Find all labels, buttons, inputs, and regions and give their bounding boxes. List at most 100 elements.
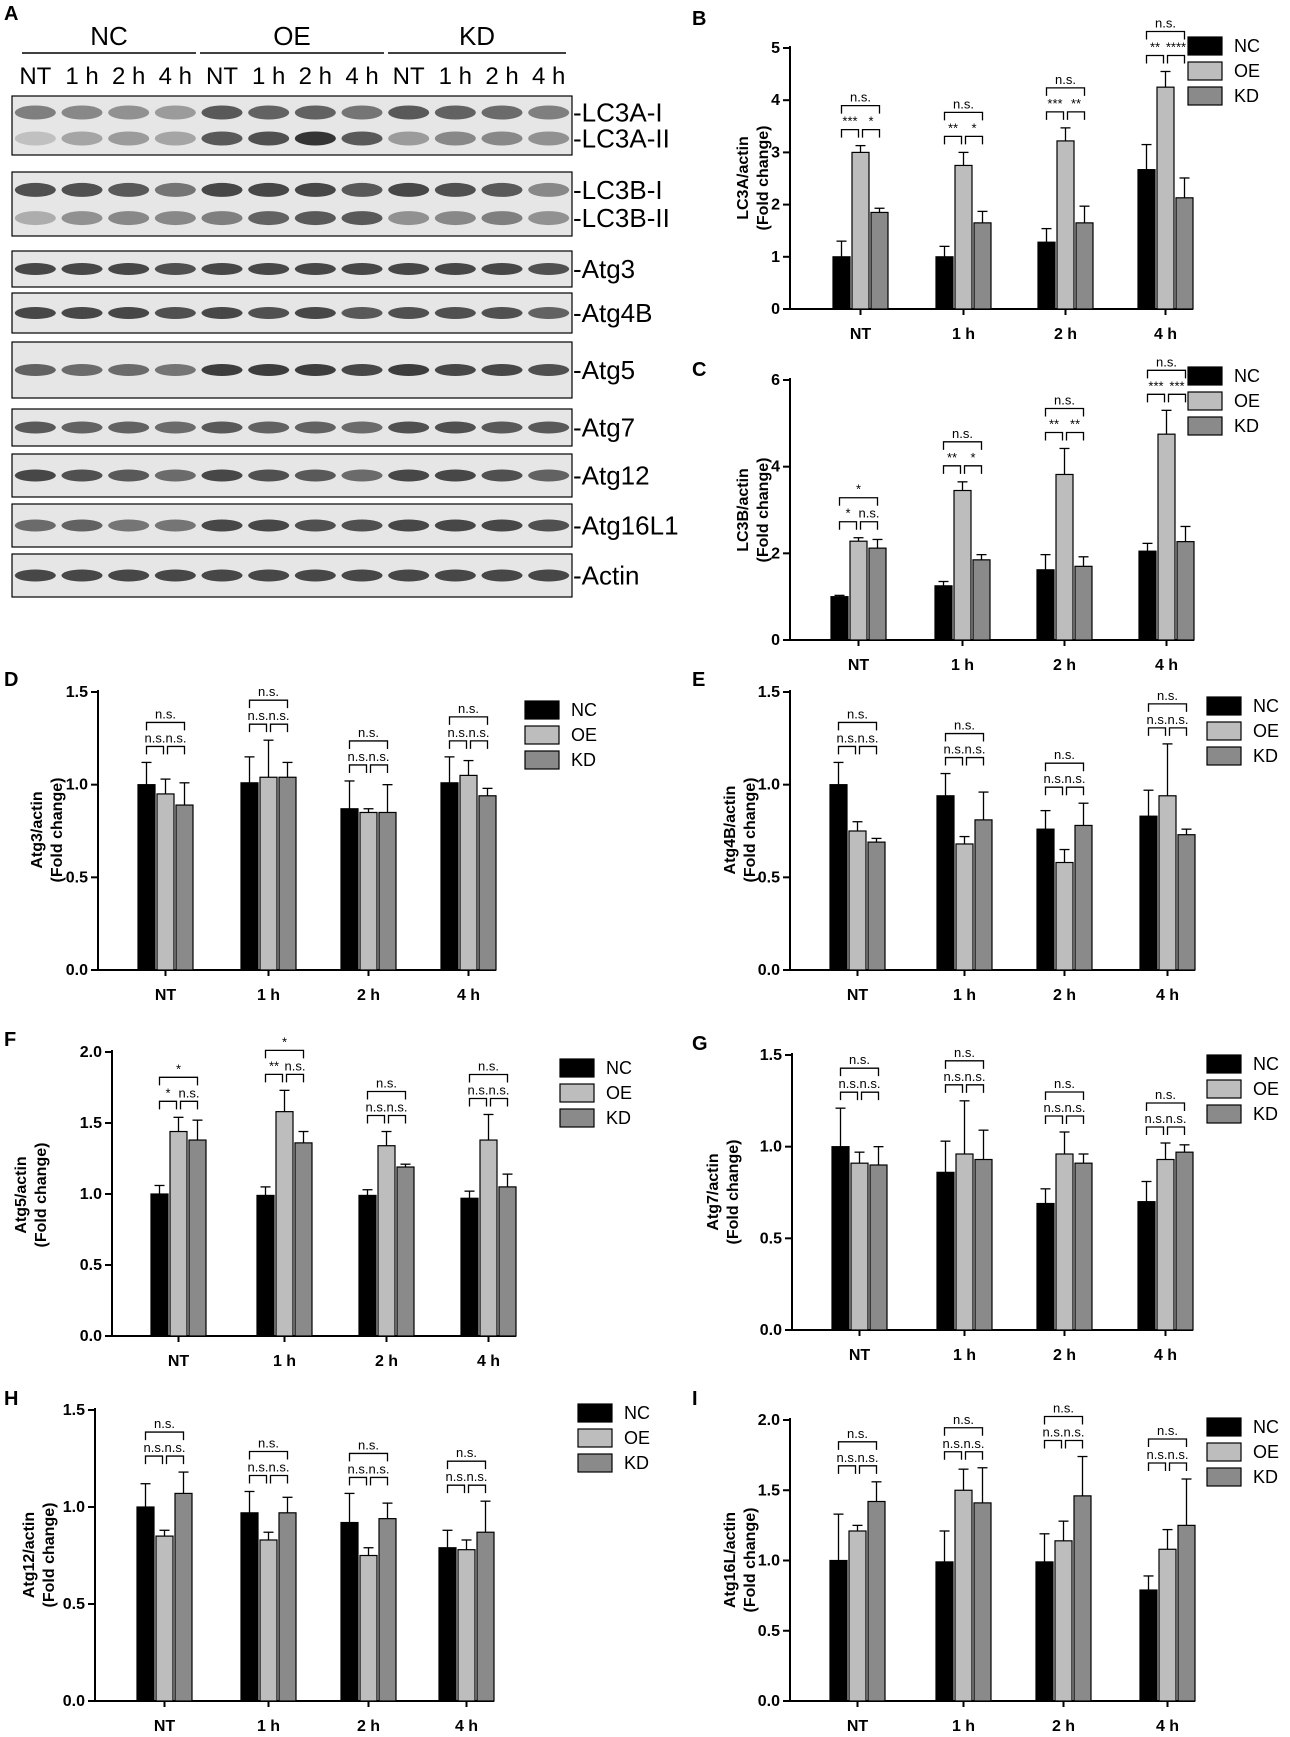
bar-nc xyxy=(1137,1201,1156,1331)
legend-swatch-oe xyxy=(577,1428,613,1448)
significance-label: n.s. xyxy=(258,684,279,699)
bar-nc xyxy=(440,782,459,971)
band-label: -Atg4B xyxy=(573,298,653,328)
significance-bracket xyxy=(1044,1091,1085,1100)
lane-label: 2 h xyxy=(485,63,518,90)
y-axis-label-line: (Fold change) xyxy=(41,1503,58,1608)
lane-label: 1 h xyxy=(65,63,98,90)
blot-band xyxy=(434,105,476,120)
significance-bracket xyxy=(369,1476,389,1486)
bar-kd xyxy=(278,1512,297,1702)
bar-kd xyxy=(973,222,992,310)
significance-label: n.s. xyxy=(358,1437,379,1452)
x-tick-label: 1 h xyxy=(953,1347,976,1364)
significance-label: n.s. xyxy=(964,1436,985,1451)
significance-label: n.s. xyxy=(858,1450,879,1465)
y-tick-label: 0.0 xyxy=(66,962,88,979)
lane-label: 4 h xyxy=(532,63,565,90)
significance-label: ** xyxy=(1070,416,1080,431)
y-tick-label: 0 xyxy=(771,632,780,649)
significance-label: n.s. xyxy=(1054,747,1075,762)
significance-bracket xyxy=(489,1097,509,1107)
blot-band xyxy=(14,307,56,319)
significance-label: n.s. xyxy=(469,725,490,740)
blot-band xyxy=(108,469,150,482)
x-tick-label: 1 h xyxy=(951,657,974,674)
blot-band xyxy=(528,263,570,275)
blot-strip xyxy=(11,250,573,288)
y-tick-label: 0.0 xyxy=(758,1693,780,1710)
panel-letter: C xyxy=(692,359,706,381)
legend-swatch-nc xyxy=(1206,1417,1242,1437)
legend-label: OE xyxy=(624,1428,650,1448)
y-tick-label: 0.5 xyxy=(758,869,780,886)
group-header-kd: KD xyxy=(459,21,495,51)
x-tick-label: 1 h xyxy=(953,987,976,1004)
blot-band xyxy=(341,105,383,120)
significance-label: n.s. xyxy=(155,706,176,721)
significance-bracket xyxy=(942,465,962,474)
blot-band xyxy=(108,182,150,197)
significance-bracket xyxy=(369,764,389,773)
significance-label: n.s. xyxy=(1044,1100,1065,1115)
x-tick-label: 2 h xyxy=(1054,326,1077,343)
bar-kd xyxy=(867,1500,886,1702)
y-axis-label-line: (Fold change) xyxy=(742,778,759,883)
y-axis-label-line: Atg3/actin xyxy=(29,791,46,868)
significance-bracket xyxy=(165,1455,185,1465)
x-tick-label: 1 h xyxy=(257,1718,280,1735)
legend-label: OE xyxy=(1253,1442,1279,1462)
significance-bracket xyxy=(837,745,857,755)
blot-band xyxy=(108,307,150,319)
y-axis-label-line: Atg7/actin xyxy=(705,1153,722,1230)
bar-oe xyxy=(457,1549,476,1702)
significance-label: n.s. xyxy=(1155,1087,1176,1102)
significance-label: n.s. xyxy=(468,1082,489,1097)
legend-swatch-kd xyxy=(1206,746,1242,766)
bar-nc xyxy=(460,1197,479,1337)
significance-bracket xyxy=(264,1073,284,1083)
significance-bracket xyxy=(248,699,289,709)
y-tick-label: 1.0 xyxy=(63,1499,85,1516)
legend-swatch-kd xyxy=(1187,86,1223,106)
significance-label: n.s. xyxy=(1157,1423,1178,1438)
y-tick-label: 0.5 xyxy=(758,1623,780,1640)
blot-band xyxy=(388,182,430,197)
panel-letter-a: A xyxy=(4,3,18,25)
significance-bracket xyxy=(965,756,985,766)
blot-band xyxy=(201,182,243,197)
bar-nc xyxy=(358,1194,377,1337)
bar-nc xyxy=(1137,169,1156,310)
x-tick-label: NT xyxy=(168,1353,190,1370)
bar-oe xyxy=(849,540,868,641)
band-label: -Atg12 xyxy=(573,461,650,491)
blot-band xyxy=(248,469,290,482)
bar-kd xyxy=(974,1158,993,1331)
bar-kd xyxy=(1176,541,1195,641)
significance-label: n.s. xyxy=(1054,392,1075,407)
significance-bracket xyxy=(1044,762,1085,772)
y-tick-label: 0.0 xyxy=(760,1322,782,1339)
blot-band xyxy=(248,182,290,197)
lane-label: NT xyxy=(206,63,238,90)
legend-label: OE xyxy=(606,1083,632,1103)
legend-label: NC xyxy=(571,700,597,720)
significance-bracket xyxy=(840,128,860,138)
legend-swatch-oe xyxy=(1206,721,1242,741)
bar-oe xyxy=(955,843,974,971)
significance-bracket xyxy=(1065,786,1085,796)
x-tick-label: NT xyxy=(155,987,177,1004)
significance-bracket xyxy=(348,1452,389,1462)
significance-label: n.s. xyxy=(376,1076,397,1091)
lane-label: 2 h xyxy=(112,63,145,90)
legend-swatch-kd xyxy=(1187,416,1223,436)
band-label: -Actin xyxy=(573,561,639,591)
legend-swatch-nc xyxy=(559,1058,595,1078)
significance-bracket xyxy=(248,723,268,733)
lane-label: NT xyxy=(393,63,425,90)
blot-band xyxy=(14,364,56,376)
significance-bracket xyxy=(944,756,964,766)
significance-label: * xyxy=(176,1061,181,1076)
y-tick-label: 2.0 xyxy=(758,1412,780,1429)
significance-bracket xyxy=(943,111,984,121)
